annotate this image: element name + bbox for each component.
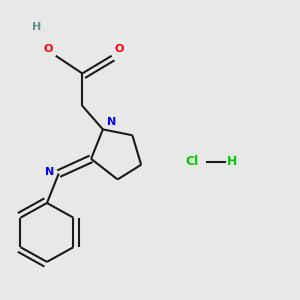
- Text: H: H: [32, 22, 41, 32]
- Text: N: N: [107, 117, 117, 127]
- Text: O: O: [44, 44, 53, 54]
- Text: N: N: [45, 167, 54, 177]
- Text: O: O: [115, 44, 124, 54]
- Text: Cl: Cl: [185, 155, 199, 168]
- Text: H: H: [226, 155, 237, 168]
